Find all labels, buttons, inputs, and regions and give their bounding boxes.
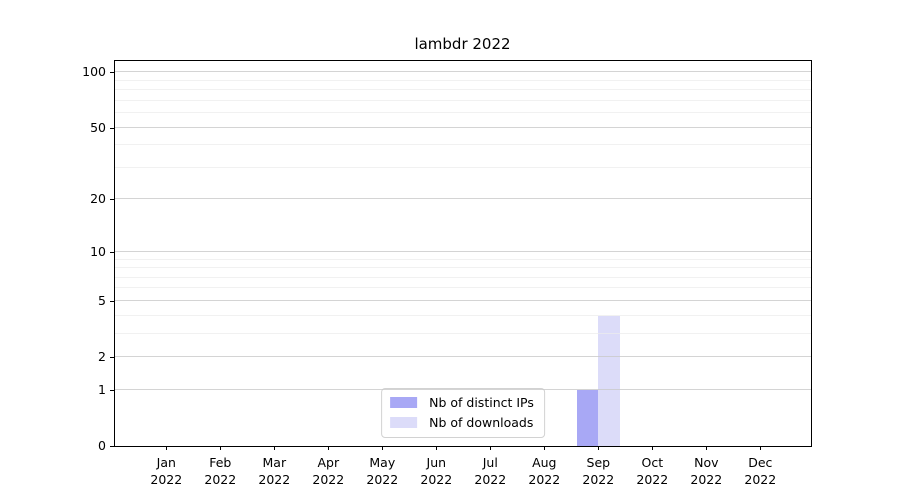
x-tick-year: 2022 (204, 472, 237, 487)
x-tick-mark (544, 446, 546, 450)
x-tick-mark (274, 446, 276, 450)
minor-gridline (115, 287, 811, 289)
y-tick-label: 10 (90, 243, 106, 259)
x-tick-mark (490, 446, 492, 450)
legend-swatch (390, 397, 418, 408)
x-tick-mark (166, 446, 168, 450)
x-tick-label: Mar 2022 (258, 454, 290, 488)
x-tick-year: 2022 (690, 472, 723, 487)
x-tick-year: 2022 (582, 472, 615, 487)
y-tick-mark (110, 251, 115, 253)
x-tick-month: Jun (426, 455, 447, 470)
y-tick-mark (110, 446, 115, 447)
x-tick-label: May 2022 (366, 454, 398, 488)
x-tick-label: Aug 2022 (528, 454, 560, 488)
minor-gridline (115, 79, 811, 81)
legend-swatch (390, 417, 418, 428)
x-tick-label: Feb 2022 (204, 454, 236, 488)
minor-gridline (115, 276, 811, 278)
x-tick-year: 2022 (474, 472, 507, 487)
major-gridline (115, 198, 811, 200)
y-tick-label: 100 (82, 63, 106, 79)
x-tick-year: 2022 (312, 472, 345, 487)
y-tick-label: 1 (98, 381, 106, 397)
legend: Nb of distinct IPs Nb of downloads (381, 388, 545, 438)
major-gridline (115, 71, 811, 73)
x-tick-year: 2022 (744, 472, 777, 487)
x-tick-year: 2022 (366, 472, 399, 487)
major-gridline (115, 299, 811, 301)
minor-gridline (115, 267, 811, 268)
x-tick-month: Dec (748, 455, 773, 470)
bar-nb-of-distinct-ips (576, 389, 599, 446)
x-tick-label: Oct 2022 (636, 454, 668, 488)
minor-gridline (115, 99, 811, 101)
y-tick-label: 0 (98, 437, 106, 453)
legend-item: Nb of downloads (390, 414, 534, 431)
x-tick-month: Aug (532, 455, 557, 470)
y-tick-label: 5 (98, 292, 106, 308)
y-tick-mark (110, 357, 115, 358)
x-tick-month: Apr (317, 455, 340, 470)
major-gridline (115, 356, 811, 357)
x-tick-mark (760, 446, 762, 450)
y-tick-mark (110, 300, 115, 302)
y-tick-label: 50 (90, 119, 106, 135)
x-tick-label: Sep 2022 (582, 454, 614, 488)
x-tick-month: Mar (262, 455, 287, 470)
x-tick-month: Nov (694, 455, 719, 470)
major-gridline (115, 388, 811, 390)
x-tick-label: Nov 2022 (690, 454, 722, 488)
major-gridline (115, 250, 811, 252)
x-tick-label: Jan 2022 (150, 454, 182, 488)
plot-area: Nb of distinct IPs Nb of downloads 0 1 2 5 10… (82, 60, 812, 487)
chart-title: lambdr 2022 (414, 35, 511, 53)
x-tick-mark (598, 446, 600, 450)
y-tick-mark (110, 127, 115, 129)
legend-item: Nb of distinct IPs (390, 394, 534, 411)
minor-gridline (115, 112, 811, 113)
y-tick-label: 20 (90, 191, 106, 207)
x-tick-year: 2022 (528, 472, 561, 487)
y-tick-mark (110, 72, 115, 74)
x-tick-mark (652, 446, 654, 450)
y-tick-mark (110, 389, 115, 391)
x-tick-mark (220, 446, 222, 450)
x-tick-year: 2022 (420, 472, 453, 487)
y-tick-mark (110, 199, 115, 201)
x-tick-mark (382, 446, 384, 450)
x-tick-month: Feb (209, 455, 232, 470)
major-gridline (115, 126, 811, 128)
x-tick-year: 2022 (258, 472, 291, 487)
x-tick-mark (436, 446, 438, 450)
bar-nb-of-downloads (598, 315, 620, 446)
minor-gridline (115, 144, 811, 146)
legend-label: Nb of distinct IPs (429, 395, 534, 410)
x-tick-label: Jun 2022 (420, 454, 452, 488)
x-tick-month: May (369, 455, 396, 470)
x-tick-label: Dec 2022 (744, 454, 776, 488)
y-tick-label: 2 (98, 348, 106, 364)
x-tick-month: Sep (586, 455, 611, 470)
minor-gridline (115, 314, 811, 316)
x-tick-mark (328, 446, 330, 450)
x-tick-month: Jan (156, 455, 176, 470)
x-tick-mark (706, 446, 708, 450)
x-tick-month: Jul (482, 455, 498, 470)
x-tick-month: Oct (641, 455, 664, 470)
minor-gridline (115, 332, 811, 334)
x-tick-label: Jul 2022 (474, 454, 506, 488)
x-tick-year: 2022 (636, 472, 669, 487)
legend-label: Nb of downloads (429, 415, 534, 430)
minor-gridline (115, 258, 811, 260)
minor-gridline (115, 166, 811, 168)
x-tick-label: Apr 2022 (312, 454, 344, 488)
x-tick-year: 2022 (150, 472, 183, 487)
minor-gridline (115, 89, 811, 91)
